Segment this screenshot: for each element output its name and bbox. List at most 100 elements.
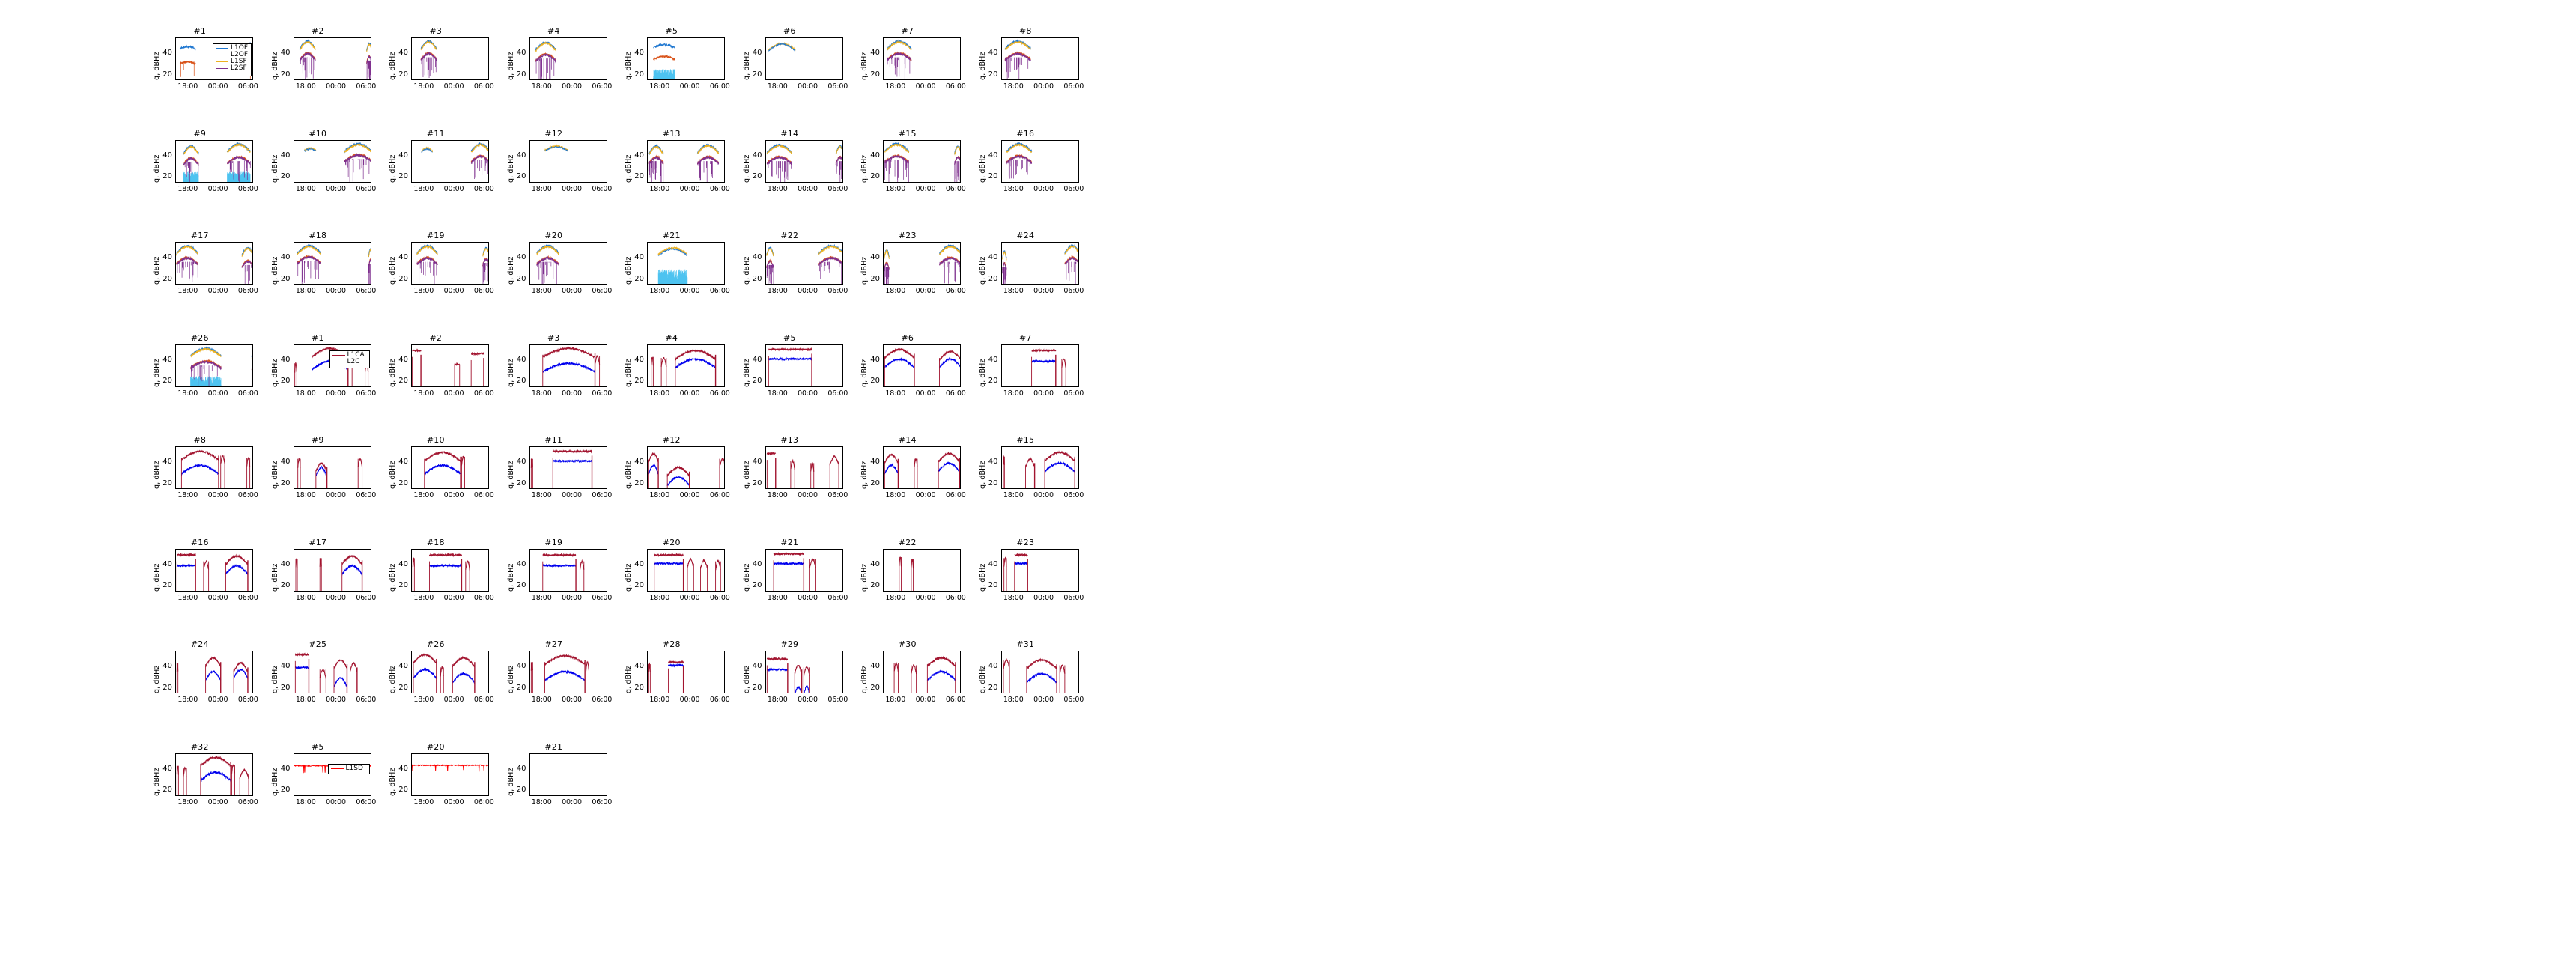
plot-area[interactable] [765,139,843,183]
plot-area[interactable] [883,446,961,489]
y-tick-label: 40 [516,253,526,262]
series-plot [535,40,556,79]
y-tick-label: 20 [398,172,408,181]
plot-area[interactable] [411,548,489,592]
y-tick-label: 40 [162,458,172,467]
plot-area[interactable] [529,344,607,387]
plot-area[interactable] [411,344,489,387]
plot-area[interactable] [529,242,607,285]
plot-area[interactable] [175,651,253,693]
plot-area[interactable] [647,139,725,183]
plot-area[interactable] [765,242,843,285]
plot-area[interactable] [883,548,961,592]
y-tick-label: 40 [516,49,526,58]
plot-area[interactable] [293,753,371,796]
y-tick-label: 40 [988,49,998,58]
plot-area[interactable] [175,242,253,285]
plot-area[interactable] [411,446,489,489]
plot-area[interactable] [529,37,607,80]
plot-area[interactable] [293,446,371,489]
plot-area[interactable] [1000,651,1079,693]
x-tick-label: 00:00 [443,696,464,704]
plot-area[interactable] [175,753,253,796]
y-tick-label: 40 [752,662,762,671]
panel-title: #10 [426,435,445,445]
plot-area[interactable] [529,548,607,592]
plot-area[interactable] [293,548,371,592]
y-tick-label: 40 [988,559,998,568]
legend-entry-l2c: L2C [332,358,368,365]
plot-area[interactable] [883,344,961,387]
plot-area[interactable] [175,446,253,489]
x-tick-label: 18:00 [767,389,788,398]
x-tick-label: 06:00 [827,184,848,193]
plot-area[interactable] [1000,37,1079,80]
plot-area[interactable] [175,344,253,387]
plot-area[interactable] [293,242,371,285]
plot-area[interactable] [1000,139,1079,183]
plot-area[interactable] [1000,548,1079,592]
x-tick-label: 00:00 [1033,696,1054,704]
legend-label: L1OF [231,44,249,52]
plot-area[interactable] [529,139,607,183]
x-tick-label: 00:00 [207,491,228,499]
x-tick-label: 06:00 [945,491,966,499]
plot-area[interactable] [647,548,725,592]
panel-title: #30 [898,639,917,649]
subplot-panel: #5 q, dBHz 40 20 18:00 00:00 06:00 L1SD [259,743,377,845]
plot-area[interactable] [883,37,961,80]
plot-area[interactable] [647,37,725,80]
plot-area[interactable] [1000,446,1079,489]
x-tick-label: 06:00 [356,287,377,295]
plot-area[interactable] [765,651,843,693]
plot-area[interactable] [529,651,607,693]
legend-glonass: L1OF L2OF L1SF L2SF [213,43,252,76]
plot-area[interactable] [175,548,253,592]
plot-area[interactable] [293,139,371,183]
series-plot [884,347,960,386]
x-tick-label: 00:00 [1033,82,1054,91]
plot-area[interactable] [411,242,489,285]
plot-area[interactable] [647,344,725,387]
plot-area[interactable] [411,753,489,796]
subplot-panel: #10 q, dBHz 40 20 18:00 00:00 06:00 [377,436,495,538]
series-plot [421,141,488,179]
plot-area[interactable] [1000,242,1079,285]
panel-title: #32 [190,741,209,752]
plot-area[interactable] [411,37,489,80]
plot-area[interactable] [883,139,961,183]
y-tick-label: 40 [988,662,998,671]
plot-area[interactable] [411,139,489,183]
y-tick-label: 20 [988,478,998,487]
plot-area[interactable] [411,651,489,693]
plot-area[interactable] [293,651,371,693]
x-tick-label: 06:00 [1063,82,1084,91]
plot-area[interactable] [647,651,725,693]
subplot-panel: #13 q, dBHz 40 20 18:00 00:00 06:00 [731,436,849,538]
x-tick-label: 18:00 [413,184,434,193]
plot-area[interactable] [883,242,961,285]
plot-area[interactable] [529,753,607,796]
plot-area[interactable] [765,548,843,592]
plot-area[interactable] [175,139,253,183]
plot-area[interactable] [1000,344,1079,387]
plot-area[interactable] [529,446,607,489]
subplot-panel: #21 q, dBHz 40 20 18:00 00:00 06:00 [613,231,731,334]
plot-area[interactable] [293,37,371,80]
x-tick-label: 06:00 [237,82,258,91]
x-tick-label: 00:00 [443,389,464,398]
y-tick-label: 20 [870,683,880,692]
plot-area[interactable] [765,37,843,80]
x-tick-label: 18:00 [177,798,198,806]
plot-area[interactable] [883,651,961,693]
y-tick-label: 20 [988,70,998,79]
y-tick-label: 40 [516,151,526,160]
legend-entry-l1sd: L1SD [330,765,368,772]
panel-title: #23 [1016,537,1035,547]
plot-area[interactable] [647,446,725,489]
plot-area[interactable] [765,344,843,387]
series-plot [297,458,362,488]
x-tick-label: 18:00 [531,184,552,193]
plot-area[interactable] [765,446,843,489]
plot-area[interactable] [647,242,725,285]
